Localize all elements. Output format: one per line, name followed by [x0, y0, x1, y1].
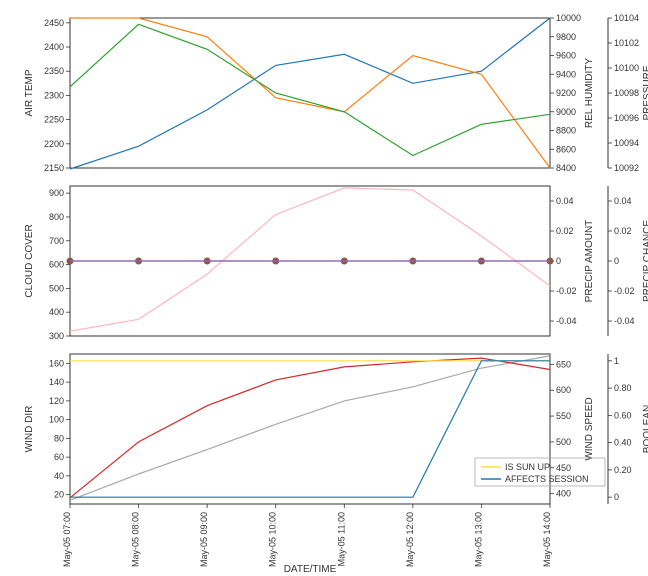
axis-label: PRESSURE [642, 65, 648, 120]
x-tick-label: May-05 12:00 [405, 512, 415, 567]
tick-label: 650 [556, 359, 571, 369]
series-line [70, 188, 550, 331]
x-tick-label: May-05 13:00 [473, 512, 483, 567]
legend-label: IS SUN UP [505, 462, 550, 472]
axis-label: WIND DIR [24, 406, 35, 453]
x-tick-label: May-05 07:00 [62, 512, 72, 567]
legend-label: AFFECTS SESSION [505, 474, 589, 484]
tick-label: 9600 [556, 51, 576, 61]
tick-label: 2250 [44, 115, 64, 125]
x-tick-label: May-05 14:00 [542, 512, 552, 567]
series-line [70, 361, 550, 497]
x-tick-label: May-05 11:00 [336, 512, 346, 566]
tick-label: 700 [49, 236, 64, 246]
tick-label: 2150 [44, 163, 64, 173]
tick-label: 9000 [556, 107, 576, 117]
axis-label: PRECIP CHANCE [642, 220, 648, 302]
panel-border [70, 354, 550, 504]
series-line [70, 18, 550, 169]
tick-label: 10096 [614, 113, 639, 123]
tick-label: 0 [614, 256, 619, 266]
tick-label: 20 [54, 490, 64, 500]
tick-label: 0.60 [614, 410, 632, 420]
series-line [70, 18, 550, 168]
series-line [70, 24, 550, 155]
axis-label: AIR TEMP [24, 69, 35, 116]
tick-label: 0.20 [614, 465, 632, 475]
axis-label: BOOLEAN [642, 405, 648, 453]
tick-label: 8400 [556, 163, 576, 173]
tick-label: 400 [556, 489, 571, 499]
tick-label: 0.04 [614, 196, 632, 206]
tick-label: 450 [556, 463, 571, 473]
tick-label: 140 [49, 377, 64, 387]
tick-label: 2200 [44, 139, 64, 149]
tick-label: 10094 [614, 138, 639, 148]
tick-label: 40 [54, 471, 64, 481]
tick-label: 2450 [44, 18, 64, 28]
tick-label: 9400 [556, 69, 576, 79]
tick-label: 10104 [614, 13, 639, 23]
tick-label: 600 [49, 260, 64, 270]
tick-label: 0.02 [556, 226, 574, 236]
tick-label: 500 [556, 437, 571, 447]
tick-label: 800 [49, 212, 64, 222]
tick-label: 10102 [614, 38, 639, 48]
series-line [70, 356, 550, 500]
chart-svg: 2150 2200 2250 2300 2350 2400 2450 AIR TEMP 8400… [0, 0, 648, 576]
x-tick-label: May-05 09:00 [199, 512, 209, 567]
tick-label: 2300 [44, 90, 64, 100]
tick-label: 900 [49, 188, 64, 198]
x-tick-label: May-05 10:00 [268, 512, 278, 567]
tick-label: 60 [54, 452, 64, 462]
tick-label: 1 [614, 356, 619, 366]
tick-label: 10000 [556, 13, 581, 23]
tick-label: 0 [556, 256, 561, 266]
tick-label: 10098 [614, 88, 639, 98]
series-line [70, 358, 550, 498]
tick-label: 550 [556, 411, 571, 421]
tick-label: -0.04 [614, 316, 635, 326]
panel-border [70, 18, 550, 168]
tick-label: 0.04 [556, 196, 574, 206]
tick-label: 2400 [44, 42, 64, 52]
tick-label: 0.80 [614, 383, 632, 393]
axis-label: WIND SPEED [584, 397, 595, 460]
axis-label: PRECIP AMOUNT [584, 220, 595, 303]
tick-label: 300 [49, 331, 64, 341]
tick-label: -0.04 [556, 316, 577, 326]
tick-label: 2350 [44, 66, 64, 76]
tick-label: 0.02 [614, 226, 632, 236]
tick-label: 8800 [556, 126, 576, 136]
tick-label: 9800 [556, 32, 576, 42]
x-axis-label: DATE/TIME [284, 564, 337, 575]
tick-label: 8600 [556, 144, 576, 154]
chart-container: 2150 2200 2250 2300 2350 2400 2450 AIR TEMP 8400… [0, 0, 648, 576]
tick-label: 120 [49, 396, 64, 406]
tick-label: -0.02 [614, 286, 635, 296]
tick-label: 100 [49, 415, 64, 425]
tick-label: 10092 [614, 163, 639, 173]
tick-label: 80 [54, 433, 64, 443]
tick-label: -0.02 [556, 286, 577, 296]
axis-label: REL HUMIDITY [584, 58, 595, 129]
axis-label: CLOUD COVER [24, 224, 35, 297]
tick-label: 160 [49, 358, 64, 368]
tick-label: 600 [556, 385, 571, 395]
tick-label: 0.40 [614, 438, 632, 448]
tick-label: 9200 [556, 88, 576, 98]
x-tick-label: May-05 08:00 [131, 512, 141, 567]
tick-label: 400 [49, 307, 64, 317]
tick-label: 10100 [614, 63, 639, 73]
tick-label: 500 [49, 283, 64, 293]
tick-label: 0 [614, 492, 619, 502]
